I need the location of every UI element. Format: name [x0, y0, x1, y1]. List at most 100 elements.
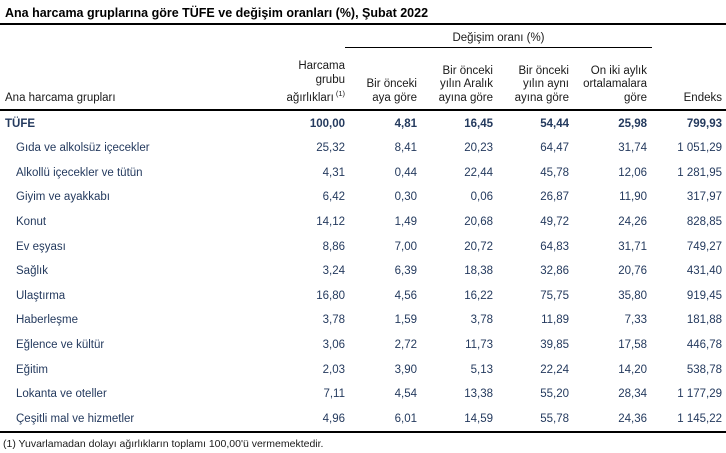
- row-label: Sağlık: [16, 265, 48, 278]
- cell-weight: 14,12: [316, 216, 345, 228]
- row-label: Çeşitli mal ve hizmetler: [16, 412, 135, 425]
- col-header-since-december: Bir önceki yılın Aralık ayına göre: [438, 64, 493, 104]
- table-row: Eğlence ve kültür 3,06 2,72 11,73 39,85 …: [0, 333, 726, 358]
- cell-index: 749,27: [686, 240, 722, 253]
- cell-twelve-month-avg: 17,58: [618, 338, 647, 351]
- cell-year-over-year: 75,75: [540, 289, 569, 302]
- cell-monthly: 1,49: [394, 216, 417, 228]
- cell-weight: 2,03: [322, 363, 345, 376]
- cell-weight: 4,96: [322, 412, 345, 425]
- cell-year-over-year: 64,83: [540, 240, 569, 253]
- col-header-twelve-month-avg: On iki aylık ortalamalara göre: [583, 64, 647, 104]
- cell-since-december: 0,06: [470, 191, 493, 204]
- cell-index: 181,88: [686, 314, 722, 327]
- row-label: Ev eşyası: [16, 240, 66, 253]
- row-label: Giyim ve ayakkabı: [16, 191, 110, 204]
- row-label: Eğlence ve kültür: [16, 338, 105, 351]
- cell-twelve-month-avg: 12,06: [618, 166, 647, 179]
- cell-index: 1 177,29: [677, 388, 722, 401]
- row-label: TÜFE: [5, 117, 36, 130]
- cell-year-over-year: 26,87: [540, 191, 569, 204]
- cell-since-december: 22,44: [464, 166, 493, 179]
- table-row: Giyim ve ayakkabı 6,42 0,30 0,06 26,87 1…: [0, 185, 726, 210]
- table-row: Çeşitli mal ve hizmetler 4,96 6,01 14,59…: [0, 406, 726, 431]
- cell-weight: 3,24: [322, 265, 345, 278]
- cell-year-over-year: 22,24: [540, 363, 569, 376]
- row-label: Eğitim: [16, 363, 48, 376]
- col-header-index: Endeks: [683, 91, 722, 104]
- cell-index: 431,40: [686, 265, 722, 278]
- cell-twelve-month-avg: 24,26: [618, 216, 647, 228]
- cell-index: 1 281,95: [677, 166, 722, 179]
- cell-since-december: 5,13: [470, 363, 493, 376]
- cell-twelve-month-avg: 7,33: [624, 314, 647, 327]
- cell-since-december: 16,45: [464, 117, 493, 130]
- table-header-row: Ana harcama grupları Harcama grubu ağırl…: [0, 48, 726, 112]
- cell-year-over-year: 64,47: [540, 142, 569, 155]
- cell-year-over-year: 49,72: [540, 216, 569, 228]
- cell-monthly: 4,81: [394, 117, 417, 130]
- cell-monthly: 1,59: [394, 314, 417, 327]
- page-title: Ana harcama gruplarına göre TÜFE ve deği…: [0, 0, 726, 25]
- cell-year-over-year: 55,20: [540, 388, 569, 401]
- cell-since-december: 20,72: [464, 240, 493, 253]
- cell-twelve-month-avg: 31,74: [618, 142, 647, 155]
- cell-monthly: 4,56: [394, 289, 417, 302]
- cell-twelve-month-avg: 25,98: [618, 117, 647, 130]
- table-row: Alkollü içecekler ve tütün 4,31 0,44 22,…: [0, 161, 726, 186]
- col-header-monthly: Bir önceki aya göre: [366, 78, 418, 104]
- cell-year-over-year: 54,44: [540, 117, 569, 130]
- cell-monthly: 4,54: [394, 388, 417, 401]
- col-header-weights: Harcama grubu ağırlıkları (1): [285, 60, 345, 105]
- cell-index: 1 051,29: [677, 142, 722, 155]
- col-header-year-over-year: Bir önceki yılın aynı ayına göre: [514, 64, 569, 104]
- cell-twelve-month-avg: 31,71: [618, 240, 647, 253]
- cell-since-december: 14,59: [464, 412, 493, 425]
- table-row: Ev eşyası 8,86 7,00 20,72 64,83 31,71 74…: [0, 234, 726, 259]
- cell-weight: 3,78: [322, 314, 345, 327]
- cell-since-december: 18,38: [464, 265, 493, 278]
- col-header-groups: Ana harcama grupları: [5, 91, 116, 104]
- cell-weight: 4,31: [322, 166, 345, 179]
- table-row: Sağlık 3,24 6,39 18,38 32,86 20,76 431,4…: [0, 259, 726, 284]
- cell-monthly: 3,90: [394, 363, 417, 376]
- change-rate-group-header: Değişim oranı (%): [0, 32, 726, 48]
- cell-twelve-month-avg: 35,80: [618, 289, 647, 302]
- table-body: TÜFE 100,00 4,81 16,45 54,44 25,98 799,9…: [0, 111, 726, 434]
- row-label: Alkollü içecekler ve tütün: [16, 166, 143, 179]
- cell-index: 799,93: [686, 117, 722, 130]
- cell-twelve-month-avg: 11,90: [619, 191, 647, 204]
- cell-index: 1 145,22: [677, 412, 722, 425]
- cell-index: 538,78: [686, 363, 722, 376]
- cell-index: 446,78: [686, 338, 722, 351]
- cell-weight: 8,86: [322, 240, 345, 253]
- row-label: Lokanta ve oteller: [16, 388, 107, 401]
- table-row: Gıda ve alkolsüz içecekler 25,32 8,41 20…: [0, 136, 726, 161]
- cell-index: 828,85: [686, 216, 722, 228]
- cell-monthly: 8,41: [394, 142, 417, 155]
- table-row: Konut 14,12 1,49 20,68 49,72 24,26 828,8…: [0, 210, 726, 235]
- cell-since-december: 11,73: [465, 338, 493, 351]
- cell-year-over-year: 32,86: [540, 265, 569, 278]
- cell-monthly: 0,30: [394, 191, 417, 204]
- cell-monthly: 0,44: [394, 166, 417, 179]
- cell-monthly: 6,39: [394, 265, 417, 278]
- row-label: Haberleşme: [16, 314, 78, 327]
- cell-weight: 6,42: [322, 191, 345, 204]
- table-row: Eğitim 2,03 3,90 5,13 22,24 14,20 538,78: [0, 357, 726, 382]
- col-header-weights-text: Harcama grubu ağırlıkları: [286, 60, 345, 104]
- cell-since-december: 16,22: [464, 289, 493, 302]
- cell-year-over-year: 11,89: [541, 314, 569, 327]
- cell-year-over-year: 45,78: [540, 166, 569, 179]
- cell-weight: 7,11: [323, 388, 345, 401]
- cell-weight: 3,06: [322, 338, 345, 351]
- cell-year-over-year: 55,78: [540, 412, 569, 425]
- cell-since-december: 20,23: [464, 142, 493, 155]
- cell-index: 317,97: [686, 191, 722, 204]
- cell-weight: 25,32: [316, 142, 345, 155]
- cell-year-over-year: 39,85: [540, 338, 569, 351]
- cell-weight: 16,80: [316, 289, 345, 302]
- cell-since-december: 20,68: [464, 216, 493, 228]
- cell-monthly: 2,72: [394, 338, 417, 351]
